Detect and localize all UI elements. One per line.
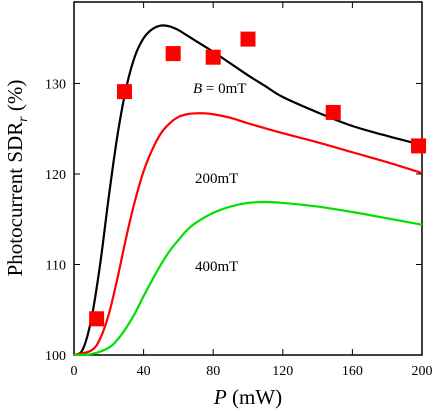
y-tick-label: 130 <box>45 77 66 92</box>
data-point <box>325 104 341 120</box>
data-point <box>89 311 105 327</box>
data-point <box>411 138 427 154</box>
x-axis-title: P (mW) <box>213 385 282 409</box>
x-tick-label: 200 <box>412 364 433 379</box>
x-tick-label: 80 <box>206 364 220 379</box>
y-tick-label: 110 <box>46 258 66 273</box>
data-point <box>116 84 132 100</box>
y-tick-labels: 100 110 120 130 <box>45 77 66 364</box>
x-tick-label: 160 <box>342 364 363 379</box>
x-tick-label: 40 <box>137 364 151 379</box>
curve-200mT <box>73 112 423 357</box>
data-markers <box>89 31 427 327</box>
curve-label-400mT: 400mT <box>195 259 238 275</box>
x-tick-labels: 0 40 80 120 160 200 <box>71 364 433 379</box>
curve-label-200mT: 200mT <box>195 171 238 187</box>
axis-ticks <box>73 2 423 356</box>
plot-frame <box>73 1 423 356</box>
data-point <box>240 31 256 47</box>
curves <box>73 24 423 357</box>
data-point <box>165 46 181 62</box>
data-point <box>205 49 221 65</box>
curve-label-0mT: B = 0mT <box>193 81 246 97</box>
x-tick-label: 120 <box>272 364 293 379</box>
y-tick-label: 120 <box>45 168 66 183</box>
y-tick-label: 100 <box>45 349 66 364</box>
y-axis-title: Photocurrent SDRr (%) <box>3 80 31 277</box>
x-tick-label: 0 <box>71 364 78 379</box>
curve-400mT <box>73 200 423 357</box>
curve-0mT <box>73 24 423 357</box>
